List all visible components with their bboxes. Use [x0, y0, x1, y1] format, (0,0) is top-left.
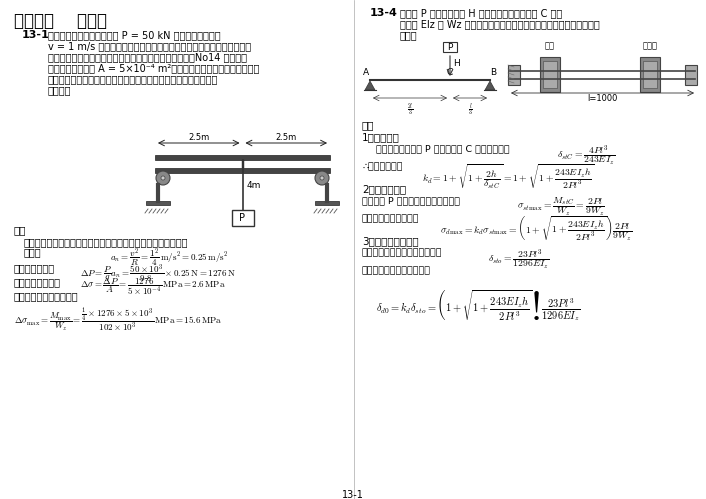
Text: $\frac{l}{3}$: $\frac{l}{3}$ [467, 101, 472, 118]
Bar [685, 65, 697, 85]
Text: 第十三章    动应力: 第十三章 动应力 [14, 12, 107, 30]
Text: 查表可得，在静荷 P 的作用下梁 C 截面的挠度：: 查表可得，在静荷 P 的作用下梁 C 截面的挠度： [376, 144, 510, 153]
Circle shape [320, 176, 324, 180]
Text: 力增加多少？设吊索的自重以及由重物摆动引起的斜弯曲影响均忽: 力增加多少？设吊索的自重以及由重物摆动引起的斜弯曲影响均忽 [48, 74, 218, 84]
Text: 吊索的横截面面积 A = 5×10⁻⁴ m²，试问此时吊索内及梁内的最大应: 吊索的横截面面积 A = 5×10⁻⁴ m²，试问此时吊索内及梁内的最大应 [48, 63, 259, 73]
Text: 冲击时梁中间截面的挠度：: 冲击时梁中间截面的挠度： [362, 266, 431, 275]
Text: 2.5m: 2.5m [188, 133, 210, 142]
Text: 13-1: 13-1 [22, 30, 49, 40]
Circle shape [315, 171, 329, 185]
Text: $\Delta\sigma = \dfrac{\Delta P}{A} = \dfrac{1276}{5\times10^{-4}}\,\mathrm{MPa}: $\Delta\sigma = \dfrac{\Delta P}{A} = \d… [80, 277, 226, 297]
Text: 飞轮: 飞轮 [545, 41, 555, 50]
Polygon shape [365, 81, 375, 90]
Text: $\Delta\sigma_{\max} = \dfrac{M_{\max}}{W_z} = \dfrac{\frac{1}{4}\times1276\time: $\Delta\sigma_{\max} = \dfrac{M_{\max}}{… [14, 307, 222, 334]
Circle shape [161, 176, 165, 180]
Text: 重量为 P 的重物自高度 H 自由下落冲击在梁上的 C 点。: 重量为 P 的重物自高度 H 自由下落冲击在梁上的 C 点。 [400, 8, 562, 18]
Text: 挠度。: 挠度。 [400, 30, 418, 40]
Text: 略不计。: 略不计。 [48, 85, 71, 95]
Circle shape [156, 171, 170, 185]
Bar [543, 61, 557, 88]
Text: 2.5m: 2.5m [275, 133, 297, 142]
Text: 吊索增加的应力为: 吊索增加的应力为 [14, 277, 61, 287]
Text: $\delta_{sto} = \dfrac{23Pl^3}{1296EI_z}$: $\delta_{sto} = \dfrac{23Pl^3}{1296EI_z}… [488, 248, 549, 272]
Text: 梁内的最大正应力增加了: 梁内的最大正应力增加了 [14, 291, 78, 301]
Bar [643, 61, 657, 88]
Text: 图示桥式起重机，悬挂一重 P = 50 kN 的重物，以匀速度: 图示桥式起重机，悬挂一重 P = 50 kN 的重物，以匀速度 [48, 30, 220, 40]
Text: 解：: 解： [362, 120, 374, 130]
Polygon shape [485, 81, 495, 90]
Text: 4m: 4m [246, 181, 261, 190]
Text: $\delta_{stC} = \dfrac{4Pl^3}{243EI_z}$: $\delta_{stC} = \dfrac{4Pl^3}{243EI_z}$ [557, 144, 615, 168]
Text: 1．动荷系数: 1．动荷系数 [362, 132, 400, 142]
Text: 解：: 解： [14, 225, 27, 235]
Text: l=1000: l=1000 [587, 94, 618, 103]
Bar [540, 57, 560, 92]
Bar [315, 201, 339, 205]
Bar [155, 168, 330, 173]
Text: ∴动荷系数为：: ∴动荷系数为： [362, 162, 402, 171]
Text: 制动器: 制动器 [642, 41, 657, 50]
Text: H: H [453, 58, 460, 67]
Text: 设梁的 EIz 和 Wz 均为已知。试求冲击时梁内的最大正应力和梁中点的: 设梁的 EIz 和 Wz 均为已知。试求冲击时梁内的最大正应力和梁中点的 [400, 19, 600, 29]
Text: B: B [490, 68, 496, 77]
Text: 13-4: 13-4 [370, 8, 398, 18]
Text: 查表可得梁中间截面的静挠度：: 查表可得梁中间截面的静挠度： [362, 248, 443, 257]
Text: P: P [448, 42, 453, 51]
Bar [146, 201, 170, 205]
Text: A: A [363, 68, 369, 77]
Text: 冲击时梁的最大应力：: 冲击时梁的最大应力： [362, 214, 419, 223]
Text: 起重机突然刹车停止移动时，重物作匀速圆周运动，其法向加速: 起重机突然刹车停止移动时，重物作匀速圆周运动，其法向加速 [24, 237, 189, 247]
Text: 重物的惯性力为: 重物的惯性力为 [14, 263, 55, 273]
Text: $\Delta P = \dfrac{P}{g}a_n = \dfrac{50\times10^3}{9.8}\times0.25\,\mathrm{N} = : $\Delta P = \dfrac{P}{g}a_n = \dfrac{50\… [80, 263, 236, 285]
Text: 13-1: 13-1 [342, 490, 364, 499]
Text: C: C [447, 68, 453, 77]
Text: $\sigma_{st\max} = \dfrac{M_{stC}}{W_z} = \dfrac{2Pl}{9W_z}$: $\sigma_{st\max} = \dfrac{M_{stC}}{W_z} … [517, 196, 605, 219]
Text: $k_d = 1 + \sqrt{1+\dfrac{2h}{\delta_{stC}}} = 1 + \sqrt{1+\dfrac{243EI_z h}{2Pl: $k_d = 1 + \sqrt{1+\dfrac{2h}{\delta_{st… [422, 162, 594, 191]
Text: $\delta_{d0} = k_d\delta_{sto} = \left(1+\sqrt{1+\dfrac{243EI_z h}{2Pl^3}}\right: $\delta_{d0} = k_d\delta_{sto} = \left(1… [376, 288, 580, 323]
Text: $\sigma_{d\max} = k_d\sigma_{st\max} = \left(1+\sqrt{1+\dfrac{243EI_z h}{2Pl^3}}: $\sigma_{d\max} = k_d\sigma_{st\max} = \… [440, 214, 633, 243]
Bar [640, 57, 660, 92]
Bar [241, 160, 244, 168]
Bar [232, 210, 253, 226]
Text: 3．梁中间截面挠度: 3．梁中间截面挠度 [362, 236, 419, 246]
Text: 2．最大正应力: 2．最大正应力 [362, 184, 406, 194]
Text: P: P [239, 213, 246, 223]
Bar [508, 65, 520, 85]
Text: 度为：: 度为： [24, 247, 42, 257]
Text: $\frac{2l}{3}$: $\frac{2l}{3}$ [407, 101, 413, 118]
Text: v = 1 m/s 向前移动（在图中，移动的方向垂直于纸面）。当起重机突: v = 1 m/s 向前移动（在图中，移动的方向垂直于纸面）。当起重机突 [48, 41, 251, 51]
Bar [155, 155, 330, 160]
Bar [443, 42, 457, 52]
Text: 在静荷下 P 的作用下梁的最大应力：: 在静荷下 P 的作用下梁的最大应力： [362, 196, 460, 205]
Text: 然刹车而停止移动时，重物像单摆一样向前摆动。如梁为No14 工字钢，: 然刹车而停止移动时，重物像单摆一样向前摆动。如梁为No14 工字钢， [48, 52, 247, 62]
Text: $a_n = \dfrac{v^2}{R} = \dfrac{1^2}{4}\,\mathrm{m/s^2} = 0.25\,\mathrm{m/s^2}$: $a_n = \dfrac{v^2}{R} = \dfrac{1^2}{4}\,… [110, 247, 229, 269]
